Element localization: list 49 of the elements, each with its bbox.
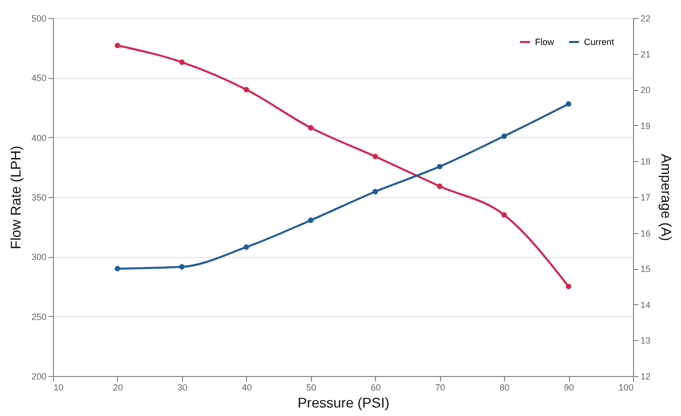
x-tick-label: 70 — [435, 382, 446, 392]
y-tick-label: 450 — [31, 73, 46, 84]
point — [501, 133, 507, 139]
x-tick-label: 80 — [500, 382, 510, 392]
y-tick-label: 500 — [31, 14, 46, 24]
y2-tick-label: 20 — [640, 85, 651, 96]
point — [308, 125, 314, 131]
legend-label: Current — [584, 37, 615, 47]
point — [372, 154, 378, 160]
y-tick-label: 350 — [31, 192, 46, 202]
x-tick-label: 30 — [177, 382, 188, 392]
x-tick-label: 10 — [54, 382, 64, 392]
y2-tick-label: 22 — [640, 14, 651, 24]
point — [436, 164, 442, 170]
point — [244, 244, 250, 250]
y-axis-title: Flow Rate (LPH) — [7, 146, 24, 250]
point — [566, 101, 572, 107]
y2-tick-label: 12 — [640, 372, 651, 382]
y-tick-label: 300 — [31, 252, 46, 262]
legend-label: Flow — [535, 37, 554, 47]
point — [179, 264, 185, 270]
point — [501, 212, 507, 218]
point — [566, 284, 572, 290]
y2-tick-label: 13 — [640, 336, 651, 346]
point — [436, 184, 442, 189]
y-tick-label: 250 — [31, 312, 46, 322]
y-tick-label: 200 — [31, 372, 46, 382]
y2-tick-label: 21 — [640, 49, 651, 60]
y2-tick-label: 17 — [640, 192, 651, 202]
y-tick-label: 400 — [31, 132, 46, 143]
point — [308, 218, 314, 224]
y2-tick-label: 14 — [640, 300, 651, 310]
y2-axis-title: Amperage (A) — [658, 154, 675, 242]
x-tick-label: 60 — [370, 382, 381, 392]
point — [372, 188, 378, 194]
x-axis-title: Pressure (PSI) — [298, 394, 390, 410]
point — [114, 266, 120, 272]
x-tick-label: 90 — [564, 382, 574, 392]
x-tick-label: 40 — [242, 382, 252, 392]
y2-tick-label: 15 — [640, 264, 651, 274]
x-tick-label: 50 — [306, 382, 316, 392]
y2-tick-label: 18 — [640, 156, 651, 167]
x-tick-label: 100 — [618, 382, 634, 392]
point — [179, 59, 185, 65]
y2-tick-label: 16 — [640, 228, 651, 238]
point — [114, 42, 120, 48]
y2-tick-label: 19 — [640, 120, 651, 131]
point — [244, 86, 250, 92]
x-tick-label: 20 — [112, 382, 123, 392]
